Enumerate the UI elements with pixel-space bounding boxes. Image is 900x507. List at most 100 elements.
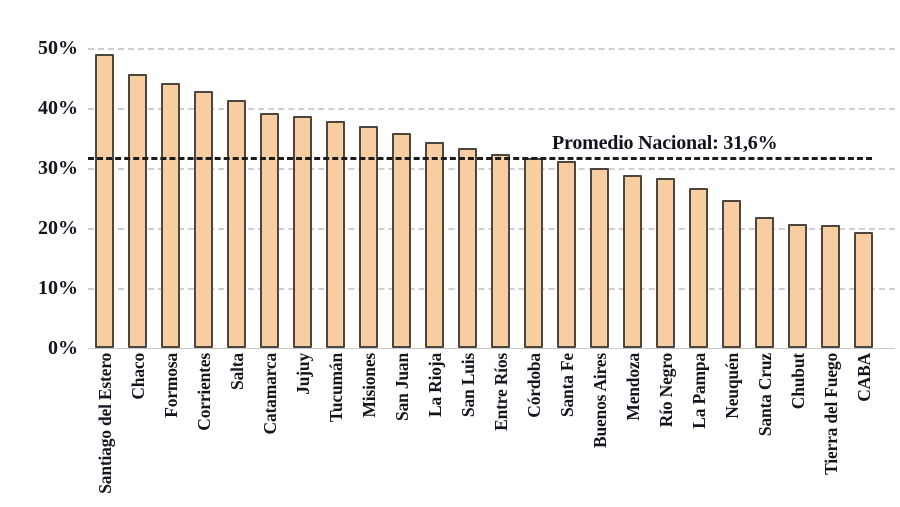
- y-axis-tick-label: 40%: [38, 97, 78, 119]
- x-axis-category-label: Buenos Aires: [589, 353, 610, 449]
- x-axis-label-cell: Santa Fe: [550, 353, 583, 507]
- bar-san-juan: [392, 133, 411, 348]
- x-axis-category-label: Santiago del Estero: [94, 353, 115, 494]
- x-axis-category-label: San Juan: [391, 353, 412, 421]
- bar-cell: [847, 48, 880, 348]
- bar-caba: [854, 232, 873, 348]
- x-axis-label-cell: Río Negro: [649, 353, 682, 507]
- bar-cell: [418, 48, 451, 348]
- bars-plot-area: [88, 48, 880, 348]
- bar-cell: [88, 48, 121, 348]
- bar-mendoza: [623, 174, 642, 348]
- bar-neuquen: [722, 199, 741, 348]
- bar-la-rioja: [425, 141, 444, 348]
- bar-entre-rios: [491, 153, 510, 348]
- bar-santa-fe: [557, 160, 576, 348]
- x-axis-category-label: Santa Fe: [556, 353, 577, 418]
- x-axis-category-label: La Rioja: [424, 353, 445, 418]
- x-axis-label-cell: Corrientes: [187, 353, 220, 507]
- x-axis-label-cell: La Pampa: [682, 353, 715, 507]
- x-axis-category-label: Mendoza: [622, 353, 643, 421]
- bar-chaco: [128, 73, 147, 348]
- x-axis-label-cell: Neuquén: [715, 353, 748, 507]
- x-axis-category-label: CABA: [853, 353, 874, 402]
- gridline-40: [88, 108, 895, 110]
- x-axis-label-cell: Mendoza: [616, 353, 649, 507]
- x-axis-label-cell: Tierra del Fuego: [814, 353, 847, 507]
- bar-tierra-del-fuego: [821, 225, 840, 348]
- x-axis-label-cell: Chaco: [121, 353, 154, 507]
- y-axis-tick-label: 30%: [38, 157, 78, 179]
- bar-cell: [451, 48, 484, 348]
- bar-cell: [748, 48, 781, 348]
- x-axis-label-cell: CABA: [847, 353, 880, 507]
- x-axis-category-label: La Pampa: [688, 353, 709, 429]
- x-axis-category-label: Jujuy: [292, 353, 313, 395]
- bar-cell: [715, 48, 748, 348]
- x-axis-label-cell: San Luis: [451, 353, 484, 507]
- bar-cell: [649, 48, 682, 348]
- bar-tucuman: [326, 121, 345, 348]
- x-axis-category-label: Salta: [226, 353, 247, 390]
- bar-cell: [550, 48, 583, 348]
- bar-chubut: [788, 223, 807, 348]
- x-axis-label-cell: Santiago del Estero: [88, 353, 121, 507]
- x-axis-category-label: Neuquén: [721, 353, 742, 419]
- x-axis-category-label: Chaco: [127, 353, 148, 400]
- x-axis-category-label: Tucumán: [325, 353, 346, 422]
- x-axis-category-label: Río Negro: [655, 353, 676, 428]
- bar-cell: [583, 48, 616, 348]
- gridline-0: [88, 348, 895, 349]
- x-axis-category-label: Formosa: [160, 353, 181, 418]
- bar-buenos-aires: [590, 168, 609, 348]
- bar-cell: [517, 48, 550, 348]
- x-axis-category-label: Corrientes: [193, 353, 214, 431]
- x-axis-category-label: San Luis: [457, 353, 478, 418]
- bar-cell: [286, 48, 319, 348]
- x-axis-label-cell: Formosa: [154, 353, 187, 507]
- bar-cell: [220, 48, 253, 348]
- national-average-reference-line: [88, 157, 872, 161]
- x-axis-label-cell: Tucumán: [319, 353, 352, 507]
- x-axis-category-labels: Santiago del Estero Chaco Formosa Corriente…: [88, 353, 880, 507]
- x-axis-label-cell: Salta: [220, 353, 253, 507]
- x-axis-label-cell: Buenos Aires: [583, 353, 616, 507]
- bar-santiago-del-estero: [95, 54, 114, 348]
- bar-cell: [682, 48, 715, 348]
- bar-cell: [484, 48, 517, 348]
- x-axis-category-label: Chubut: [787, 353, 808, 410]
- x-axis-label-cell: Catamarca: [253, 353, 286, 507]
- bar-cell: [154, 48, 187, 348]
- y-axis-tick-label: 20%: [38, 217, 78, 239]
- x-axis-category-label: Tierra del Fuego: [820, 353, 841, 475]
- bar-san-luis: [458, 147, 477, 348]
- x-axis-label-cell: Jujuy: [286, 353, 319, 507]
- bar-salta: [227, 100, 246, 348]
- x-axis-category-label: Entre Ríos: [490, 353, 511, 431]
- bar-cell: [352, 48, 385, 348]
- bar-santa-cruz: [755, 217, 774, 348]
- bar-misiones: [359, 126, 378, 348]
- bar-la-pampa: [689, 188, 708, 348]
- gridline-50: [88, 48, 895, 50]
- y-axis-tick-label: 10%: [38, 277, 78, 299]
- bar-cell: [253, 48, 286, 348]
- bar-cell: [385, 48, 418, 348]
- bar-cell: [121, 48, 154, 348]
- bar-cell: [187, 48, 220, 348]
- x-axis-label-cell: San Juan: [385, 353, 418, 507]
- x-axis-category-label: Santa Cruz: [754, 353, 775, 437]
- bar-rio-negro: [656, 177, 675, 348]
- bar-jujuy: [293, 115, 312, 348]
- bar-corrientes: [194, 91, 213, 348]
- bar-cordoba: [524, 158, 543, 348]
- bar-formosa: [161, 82, 180, 348]
- x-axis-label-cell: Misiones: [352, 353, 385, 507]
- x-axis-category-label: Catamarca: [259, 353, 280, 435]
- x-axis-category-label: Misiones: [358, 353, 379, 418]
- x-axis-label-cell: Chubut: [781, 353, 814, 507]
- y-axis-tick-label: 0%: [48, 337, 78, 359]
- x-axis-category-label: Córdoba: [523, 353, 544, 418]
- bar-cell: [814, 48, 847, 348]
